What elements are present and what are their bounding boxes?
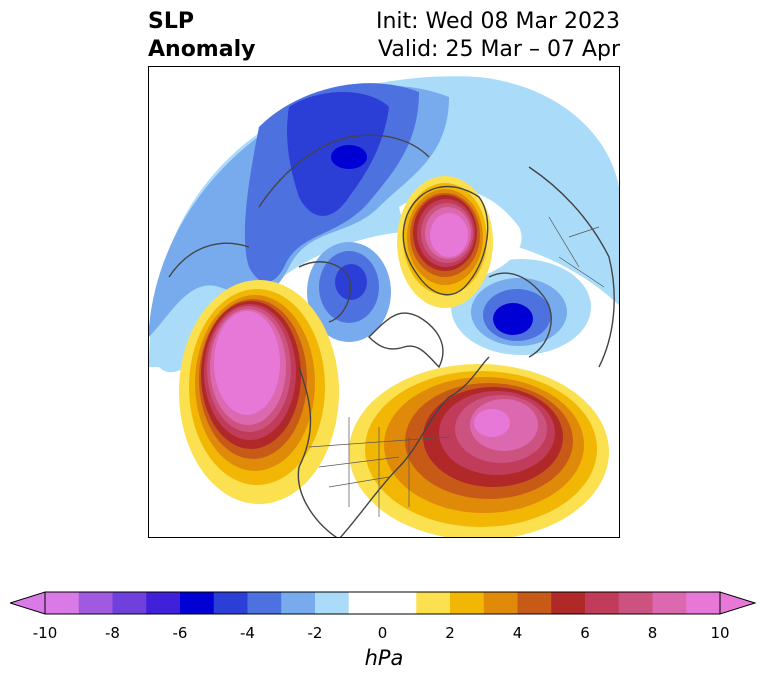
coastlines: [168, 134, 615, 537]
colorbar-segment: [517, 592, 552, 614]
colorbar-tick-label: -4: [240, 624, 255, 642]
polar-map-svg: [149, 76, 619, 537]
colorbar-segment: [551, 592, 586, 614]
positive-atlantic-core: [474, 409, 510, 437]
colorbar-tick-label: 8: [647, 624, 658, 642]
colorbar-tick-label: -8: [105, 624, 120, 642]
colorbar-tick-label: -6: [172, 624, 188, 642]
colorbar-segments: [45, 592, 721, 614]
negative-asia-center: [331, 145, 367, 169]
colorbar-segment: [585, 592, 620, 614]
colorbar-segment: [45, 592, 80, 614]
title-type: Anomaly: [148, 37, 256, 62]
colorbar-segment: [78, 592, 113, 614]
colorbar-segment: [416, 592, 451, 614]
colorbar-tick-label: 0: [377, 624, 388, 642]
colorbar-unit-label: hPa: [364, 646, 404, 670]
colorbar-tick-label: -10: [32, 624, 58, 642]
map-title-right: Init: Wed 08 Mar 2023 Valid: 25 Mar – 07…: [376, 8, 620, 64]
colorbar-segment: [146, 592, 181, 614]
title-variable: SLP: [148, 9, 194, 34]
colorbar-segment: [213, 592, 248, 614]
init-date: Init: Wed 08 Mar 2023: [375, 9, 620, 34]
colorbar-tick-label: 10: [710, 624, 730, 642]
colorbar-outline: [44, 591, 721, 615]
colorbar-segment: [382, 592, 417, 614]
colorbar-segment: [450, 592, 485, 614]
negative-hudson-core: [335, 264, 367, 300]
colorbar-segment: [247, 592, 282, 614]
colorbar-extend-min: [10, 591, 46, 615]
colorbar-segment: [281, 592, 316, 614]
colorbar-segment: [315, 592, 350, 614]
valid-range: Valid: 25 Mar – 07 Apr: [378, 37, 620, 62]
colorbar-segment: [112, 592, 147, 614]
colorbar-segment: [652, 592, 687, 614]
colorbar-tick-label: 6: [580, 624, 590, 642]
colorbar-segment: [348, 592, 383, 614]
colorbar-segment: [618, 592, 653, 614]
colorbar-tick-label: 2: [445, 624, 455, 642]
anomaly-map: [148, 66, 620, 538]
positive-pacific-core: [214, 311, 280, 415]
colorbar-tick-label: -2: [307, 624, 323, 642]
colorbar-tick-label: 4: [512, 624, 523, 642]
colorbar-segment: [686, 592, 721, 614]
colorbar-segment: [483, 592, 518, 614]
colorbar: [10, 591, 757, 615]
borders: [308, 216, 605, 517]
map-title-left: SLP Anomaly: [148, 8, 255, 64]
negative-scandinavia-core: [493, 303, 533, 335]
positive-arctic-core: [430, 213, 468, 257]
colorbar-extend-max: [719, 591, 757, 615]
colorbar-segment: [180, 592, 215, 614]
